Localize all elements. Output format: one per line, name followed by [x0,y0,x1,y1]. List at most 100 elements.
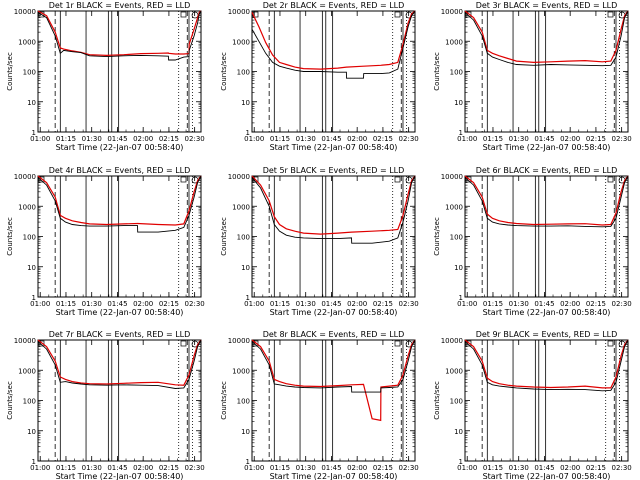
panel-title: Det 9r BLACK = Events, RED = LLD [476,330,618,339]
x-tick-label: 01:30 [82,300,102,308]
x-tick-label: 01:15 [483,300,503,308]
y-tick-label: 10000 [441,337,463,345]
y-tick-label: 10000 [14,173,36,181]
x-tick-label: 02:00 [133,300,153,308]
x-tick-label: 01:00 [244,135,264,143]
x-tick-label: 01:00 [30,300,50,308]
x-tick-label: 01:45 [107,300,127,308]
y-tick-label: 1 [459,458,463,466]
x-tick-label: 01:45 [321,464,341,472]
y-tick-label: 1 [32,294,36,302]
y-tick-label: 10 [454,264,463,272]
y-tick-label: 1 [246,458,250,466]
series-lld-line [251,339,416,422]
y-tick-label: 1 [32,458,36,466]
y-tick-label: 1000 [18,367,36,375]
panel-det-1: Det 1r BLACK = Events, RED = LLD 1 10 100 10… [6,1,205,152]
y-tick-label: 10000 [228,337,250,345]
corner-square-mark [607,340,614,347]
series-lld-line [37,175,202,226]
panel-title: Det 5r BLACK = Events, RED = LLD [263,166,405,175]
y-tick-label: 10000 [441,8,463,16]
panel-det-8: Det 8r BLACK = Events, RED = LLD 1 10 100 10… [220,330,419,480]
corner-square-mark [465,340,472,347]
x-axis-label: Start Time (22-Jan-07 00:58:40) [270,308,398,317]
x-tick-label: 01:15 [56,464,76,472]
corner-square-mark [607,11,614,18]
y-tick-label: 100 [23,234,36,242]
y-tick-label: 100 [23,69,36,77]
x-axis-label: Start Time (22-Jan-07 00:58:40) [483,308,611,317]
corner-square-mark [38,176,45,183]
series-lld-line [251,175,416,235]
plot-frame [37,10,202,133]
x-tick-label: 02:30 [399,464,419,472]
series-events-line [251,10,416,79]
x-tick-label: 01:45 [534,300,554,308]
y-tick-label: 10 [454,428,463,436]
x-axis-label: Start Time (22-Jan-07 00:58:40) [270,143,398,152]
y-axis-label: Counts/sec [220,381,228,420]
x-tick-label: 01:15 [270,300,290,308]
x-tick-label: 01:45 [321,300,341,308]
x-axis-label: Start Time (22-Jan-07 00:58:40) [483,143,611,152]
x-tick-label: 02:30 [399,300,419,308]
y-tick-label: 10 [27,428,36,436]
x-tick-label: 01:30 [82,135,102,143]
y-tick-label: 1000 [18,38,36,46]
corner-square-mark [394,340,401,347]
x-tick-label: 02:15 [159,464,179,472]
panel-det-9: Det 9r BLACK = Events, RED = LLD 1 10 100 10… [433,330,632,480]
series-events-line [251,175,416,244]
x-axis-label: Start Time (22-Jan-07 00:58:40) [56,472,184,480]
plot-frame [251,339,416,462]
y-tick-label: 1 [32,129,36,137]
panel-det-7: Det 7r BLACK = Events, RED = LLD 1 10 100 10… [6,330,205,480]
x-tick-label: 02:00 [560,300,580,308]
x-tick-label: 02:00 [347,464,367,472]
y-tick-label: 1 [459,129,463,137]
x-tick-label: 02:15 [159,135,179,143]
corner-square-mark [394,11,401,18]
x-tick-label: 01:15 [483,464,503,472]
x-tick-label: 02:15 [159,300,179,308]
x-tick-label: 01:30 [82,464,102,472]
corner-square-mark [465,176,472,183]
x-tick-label: 01:30 [509,135,529,143]
y-tick-label: 100 [237,398,250,406]
y-axis-label: Counts/sec [6,52,14,91]
x-tick-label: 02:00 [133,464,153,472]
corner-square-mark [180,176,187,183]
x-tick-label: 01:15 [270,135,290,143]
x-tick-label: 01:00 [244,464,264,472]
series-events-line [251,339,416,393]
x-tick-label: 01:15 [56,135,76,143]
y-tick-label: 10 [454,99,463,107]
y-tick-label: 10000 [228,173,250,181]
x-tick-label: 01:00 [457,135,477,143]
series-events-line [37,339,202,389]
x-axis-label: Start Time (22-Jan-07 00:58:40) [270,472,398,480]
x-tick-label: 02:00 [560,464,580,472]
y-tick-label: 10 [241,264,250,272]
x-tick-label: 02:00 [347,135,367,143]
series-events-line [464,10,629,67]
y-tick-label: 10 [241,99,250,107]
y-tick-label: 10 [241,428,250,436]
panel-det-6: Det 6r BLACK = Events, RED = LLD 1 10 100 10… [433,166,632,317]
y-tick-label: 100 [23,398,36,406]
series-lld-line [251,10,416,70]
y-tick-label: 10 [27,99,36,107]
corner-square-mark [180,340,187,347]
x-tick-label: 02:15 [586,135,606,143]
y-tick-label: 1 [246,294,250,302]
y-tick-label: 100 [450,234,463,242]
x-tick-label: 01:45 [321,135,341,143]
panel-det-2: Det 2r BLACK = Events, RED = LLD 1 10 100 10… [220,1,419,152]
panel-det-5: Det 5r BLACK = Events, RED = LLD 1 10 100 10… [220,166,419,317]
x-tick-label: 01:15 [483,135,503,143]
series-lld-line [464,10,629,64]
x-tick-label: 01:00 [30,464,50,472]
y-tick-label: 1000 [232,38,250,46]
x-tick-label: 02:00 [133,135,153,143]
